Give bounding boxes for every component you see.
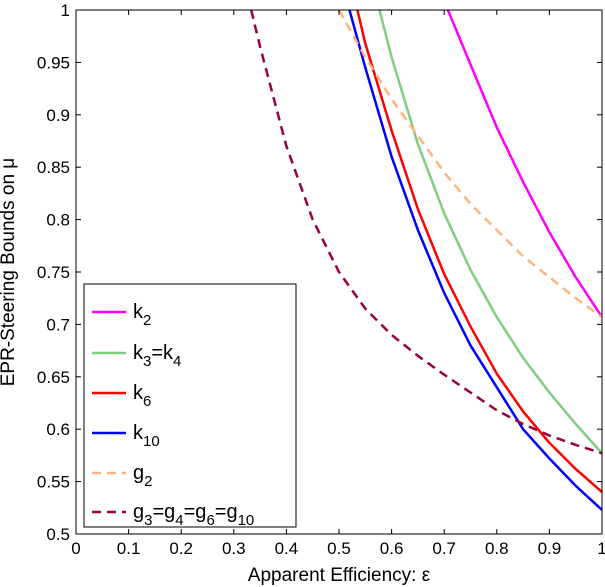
x-tick-label: 0.1 (117, 539, 141, 558)
y-tick-label: 0.5 (46, 525, 70, 544)
series-line-k3-k4 (378, 10, 602, 455)
legend: k2 k3=k4 k6 k10 g2 g3=g4=g6=g10 (83, 283, 297, 529)
y-tick-label: 0.7 (46, 315, 70, 334)
x-tick-label: 0.7 (432, 539, 456, 558)
x-tick-label: 1 (597, 539, 605, 558)
y-axis-ticks: 0.5 0.55 0.6 0.65 0.7 0.75 0.8 0.85 0.9 0.95 1 (37, 1, 602, 544)
legend-label-k2: k2 (133, 301, 151, 329)
y-tick-label: 0.95 (37, 53, 70, 72)
y-tick-label: 0.55 (37, 473, 70, 492)
series-line-k2 (446, 10, 602, 318)
legend-label-k10: k10 (133, 422, 160, 450)
y-tick-label: 0.6 (46, 420, 70, 439)
legend-label-g2: g2 (133, 462, 152, 490)
x-tick-label: 0.4 (275, 539, 299, 558)
legend-label-k3-k4: k3=k4 (133, 342, 181, 370)
x-tick-label: 0.5 (327, 539, 351, 558)
x-tick-label: 0.9 (538, 539, 562, 558)
series-line-g3-g4-g6-g10 (249, 10, 602, 455)
x-tick-label: 0.3 (222, 539, 246, 558)
y-tick-label: 0.65 (37, 368, 70, 387)
y-tick-label: 0.75 (37, 263, 70, 282)
y-axis-label: EPR-Steering Bounds on μ (0, 158, 19, 387)
x-tick-label: 0 (71, 539, 80, 558)
x-tick-label: 0.2 (169, 539, 193, 558)
series-layer (249, 10, 602, 511)
y-tick-label: 0.85 (37, 158, 70, 177)
legend-label-g3-g4-g6-g10: g3=g4=g6=g10 (133, 501, 254, 529)
series-line-k6 (356, 10, 602, 494)
legend-box (83, 283, 297, 528)
series-line-g2 (337, 10, 602, 319)
x-tick-label: 0.8 (485, 539, 509, 558)
x-axis-ticks: 0 0.1 0.2 0.3 0.4 0.5 0.6 0.7 0.8 0.9 1 (71, 10, 605, 558)
x-tick-label: 0.6 (380, 539, 404, 558)
y-tick-label: 0.9 (46, 106, 70, 125)
y-tick-label: 0.8 (46, 211, 70, 230)
x-axis-label: Apparent Efficiency: ε (248, 565, 431, 586)
series-line-k10 (348, 10, 602, 511)
legend-label-k6: k6 (133, 382, 151, 410)
y-tick-label: 1 (61, 1, 70, 20)
